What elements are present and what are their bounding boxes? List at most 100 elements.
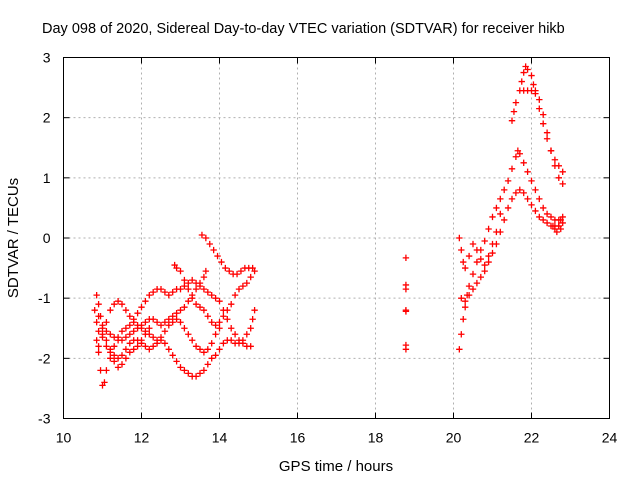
data-point bbox=[510, 108, 518, 115]
data-point bbox=[165, 291, 172, 299]
data-point bbox=[540, 216, 547, 224]
data-point bbox=[520, 69, 527, 76]
x-tick-label: 10 bbox=[56, 430, 72, 446]
y-tick-label: -1 bbox=[38, 290, 51, 306]
data-point bbox=[99, 322, 106, 329]
data-point bbox=[126, 349, 133, 356]
data-point bbox=[489, 213, 496, 221]
data-point bbox=[402, 308, 410, 315]
data-point bbox=[247, 273, 254, 281]
data-point bbox=[462, 297, 469, 305]
data-point bbox=[543, 210, 551, 218]
data-point bbox=[142, 319, 149, 326]
data-point bbox=[111, 343, 118, 350]
data-point bbox=[192, 285, 200, 293]
data-point bbox=[202, 234, 210, 242]
data-point bbox=[212, 294, 219, 302]
y-tick-label: -3 bbox=[38, 411, 51, 427]
data-point bbox=[134, 322, 141, 329]
data-point bbox=[224, 307, 231, 314]
data-point bbox=[177, 364, 184, 371]
data-point bbox=[473, 258, 481, 266]
data-point bbox=[508, 165, 516, 173]
data-point bbox=[493, 204, 500, 212]
data-point bbox=[249, 316, 256, 323]
data-point bbox=[402, 254, 410, 262]
data-point bbox=[126, 313, 133, 320]
data-point bbox=[157, 322, 165, 329]
data-point bbox=[126, 331, 133, 338]
data-point bbox=[130, 346, 137, 353]
data-point bbox=[251, 307, 258, 314]
data-point bbox=[547, 147, 555, 154]
data-point bbox=[547, 213, 555, 221]
y-tick-label: 3 bbox=[43, 50, 51, 66]
data-point bbox=[126, 340, 133, 347]
data-point bbox=[477, 255, 484, 263]
data-points bbox=[91, 63, 566, 389]
data-point bbox=[198, 231, 206, 239]
data-point bbox=[485, 258, 492, 266]
data-point bbox=[243, 331, 250, 338]
data-point bbox=[95, 328, 102, 335]
data-point bbox=[107, 307, 114, 314]
data-point bbox=[118, 300, 126, 308]
series-track-l bbox=[508, 63, 566, 176]
data-point bbox=[540, 111, 547, 118]
data-point bbox=[142, 297, 149, 305]
data-point bbox=[247, 343, 254, 350]
x-tick-label: 14 bbox=[212, 430, 228, 446]
data-point bbox=[150, 334, 157, 341]
x-axis-label: GPS time / hours bbox=[279, 458, 393, 475]
data-point bbox=[161, 328, 169, 335]
data-point bbox=[469, 270, 477, 278]
data-point bbox=[111, 352, 118, 359]
data-point bbox=[208, 355, 215, 362]
data-point bbox=[99, 334, 106, 341]
data-point bbox=[204, 288, 211, 296]
data-point bbox=[93, 291, 100, 299]
data-point bbox=[559, 213, 566, 221]
data-point bbox=[189, 294, 196, 302]
data-point bbox=[543, 129, 551, 136]
data-point bbox=[118, 352, 126, 359]
data-point bbox=[202, 267, 210, 275]
data-point bbox=[228, 300, 235, 308]
data-point bbox=[185, 370, 192, 377]
data-point bbox=[118, 328, 126, 335]
data-point bbox=[512, 153, 520, 160]
data-point bbox=[95, 313, 102, 320]
data-point bbox=[196, 346, 204, 353]
x-tick-label: 16 bbox=[290, 430, 306, 446]
data-point bbox=[528, 177, 535, 185]
chart-title: Day 098 of 2020, Sidereal Day-to-day VTE… bbox=[42, 21, 565, 37]
axis-ticks bbox=[63, 57, 610, 419]
data-point bbox=[204, 361, 211, 368]
data-point bbox=[532, 186, 539, 194]
data-point bbox=[107, 331, 114, 338]
data-point bbox=[530, 81, 537, 88]
data-point bbox=[402, 285, 410, 293]
series-track-f bbox=[198, 231, 256, 278]
data-point bbox=[192, 373, 200, 380]
data-point bbox=[481, 267, 488, 275]
data-point bbox=[200, 307, 208, 314]
data-point bbox=[235, 337, 243, 344]
data-point bbox=[462, 264, 469, 272]
data-point bbox=[493, 228, 500, 236]
data-point bbox=[177, 319, 184, 326]
data-point bbox=[181, 325, 188, 332]
data-point bbox=[559, 180, 566, 188]
data-point bbox=[114, 364, 122, 371]
data-point bbox=[458, 331, 465, 338]
data-point bbox=[153, 337, 161, 344]
data-point bbox=[249, 264, 256, 272]
x-tick-label: 20 bbox=[446, 430, 462, 446]
data-point bbox=[208, 319, 215, 326]
series-track-e bbox=[171, 261, 258, 329]
data-point bbox=[532, 87, 539, 94]
data-point bbox=[130, 328, 137, 335]
data-point bbox=[173, 316, 180, 323]
data-point bbox=[247, 325, 254, 332]
y-tick-label: -2 bbox=[38, 350, 51, 366]
